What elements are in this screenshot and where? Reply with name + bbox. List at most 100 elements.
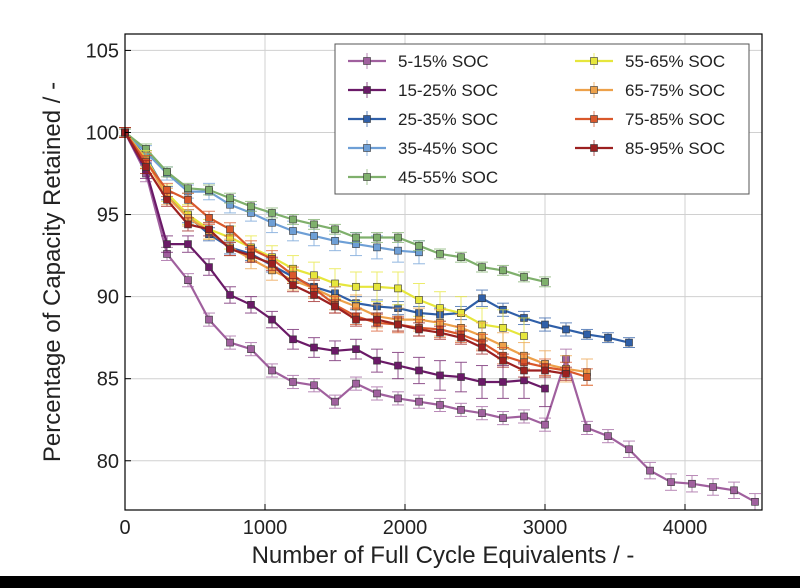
data-point	[415, 325, 423, 334]
data-point	[205, 315, 213, 324]
series-15-25-soc	[119, 127, 551, 408]
legend-item: 45-55% SOC	[348, 168, 498, 187]
data-point	[415, 296, 423, 304]
y-tick-label: 80	[97, 451, 119, 473]
data-point	[667, 478, 675, 486]
data-point	[457, 373, 465, 381]
legend-item: 35-45% SOC	[348, 139, 498, 158]
legend-label: 55-65% SOC	[625, 52, 725, 71]
data-point	[583, 424, 591, 432]
data-point	[289, 227, 297, 235]
x-axis-title: Number of Full Cycle Equivalents / -	[252, 542, 635, 569]
data-point	[394, 246, 402, 255]
data-point	[604, 333, 612, 342]
data-point	[352, 233, 360, 242]
data-point	[268, 259, 276, 268]
data-point	[415, 397, 423, 406]
legend-item: 85-95% SOC	[575, 139, 725, 158]
legend-item: 15-25% SOC	[348, 81, 498, 100]
series-45-55-soc	[119, 128, 551, 288]
data-point	[184, 240, 192, 248]
data-point	[499, 414, 507, 422]
data-point	[268, 366, 276, 375]
data-point	[394, 320, 402, 329]
data-point	[604, 432, 612, 440]
legend-label: 25-35% SOC	[398, 110, 498, 129]
legend: 5-15% SOC 15-25% SOC 25-35% SOC 35-45% SOC 4…	[334, 43, 750, 195]
legend-label: 45-55% SOC	[398, 168, 498, 187]
data-point	[289, 335, 297, 344]
legend-item: 55-65% SOC	[575, 52, 725, 71]
data-point	[226, 291, 234, 299]
series-line	[124, 131, 567, 375]
data-point	[373, 282, 381, 291]
x-tick-label: 3000	[523, 517, 568, 539]
data-point	[331, 397, 339, 406]
data-point	[184, 195, 192, 204]
y-tick-label: 85	[97, 369, 119, 391]
x-tick-label: 4000	[663, 517, 708, 539]
data-point	[331, 237, 339, 245]
data-point	[205, 186, 213, 194]
legend-item: 75-85% SOC	[575, 110, 725, 129]
legend-marker	[363, 115, 371, 123]
data-point	[247, 202, 255, 211]
data-point	[184, 220, 192, 229]
data-point	[436, 328, 444, 337]
data-point	[352, 379, 360, 388]
data-point	[163, 168, 171, 176]
data-point	[457, 406, 465, 414]
data-point	[226, 338, 234, 347]
data-point	[583, 373, 591, 381]
data-point	[520, 412, 528, 421]
data-point	[562, 369, 570, 378]
legend-label: 15-25% SOC	[398, 81, 498, 100]
legend-item: 65-75% SOC	[575, 81, 725, 100]
data-point	[331, 346, 339, 355]
legend-marker	[590, 144, 598, 152]
data-point	[352, 282, 360, 291]
data-point	[310, 271, 318, 280]
data-point	[289, 215, 297, 224]
data-point	[247, 345, 255, 353]
data-point	[520, 273, 528, 281]
legend-marker	[363, 86, 371, 94]
data-point	[478, 263, 486, 271]
data-point	[436, 401, 444, 409]
data-point	[184, 276, 192, 285]
y-tick-label: 90	[97, 287, 119, 309]
data-point	[247, 301, 255, 309]
data-point	[373, 356, 381, 365]
legend-marker	[590, 57, 598, 65]
data-point	[478, 378, 486, 386]
data-point	[310, 232, 318, 240]
data-point	[310, 291, 318, 299]
legend-marker	[590, 115, 598, 123]
data-point	[352, 315, 360, 324]
data-point	[415, 366, 423, 375]
data-point	[310, 220, 318, 229]
y-tick-label: 105	[86, 40, 119, 62]
data-point	[163, 186, 171, 194]
legend-label: 5-15% SOC	[398, 52, 489, 71]
data-point	[457, 333, 465, 342]
legend-marker	[590, 86, 598, 94]
data-point	[184, 184, 192, 193]
data-point	[646, 466, 654, 475]
y-tick-label: 95	[97, 205, 119, 227]
data-point	[688, 479, 696, 488]
data-point	[394, 284, 402, 293]
data-point	[478, 409, 486, 417]
data-point	[163, 240, 171, 248]
data-point	[541, 278, 549, 286]
data-point	[394, 394, 402, 403]
data-point	[289, 378, 297, 386]
data-point	[268, 209, 276, 217]
data-point	[373, 233, 381, 242]
legend-label: 65-75% SOC	[625, 81, 725, 100]
data-point	[730, 486, 738, 495]
bottom-border-bar	[0, 576, 800, 588]
data-point	[520, 366, 528, 375]
data-point	[268, 218, 276, 227]
